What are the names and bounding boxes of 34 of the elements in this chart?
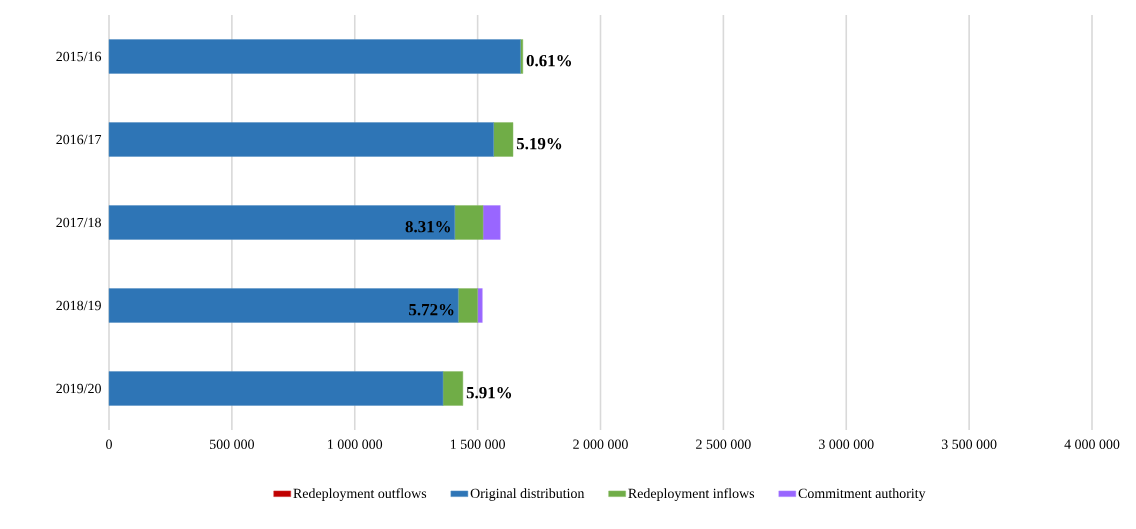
- bar: [482, 205, 501, 240]
- bar: [108, 205, 456, 240]
- bar: [108, 39, 521, 74]
- x-tick-label: 3 500 000: [941, 439, 997, 449]
- bar: [442, 371, 464, 406]
- annotation: 5.19%: [516, 137, 562, 150]
- annotation: 0.61%: [526, 54, 572, 67]
- x-tick-label: 0: [106, 439, 112, 449]
- legend-label: Redeployment outflows: [293, 488, 427, 501]
- bar: [454, 205, 484, 240]
- annotation: 8.31%: [405, 220, 450, 233]
- bar: [108, 288, 459, 323]
- bar: [477, 288, 483, 323]
- legend-label: Redeployment inflows: [628, 488, 755, 501]
- x-tick-label: 500 000: [210, 439, 254, 449]
- x-tick-label: 1 500 000: [450, 439, 505, 449]
- bar: [108, 371, 444, 406]
- y-tick-label: 2016/17: [56, 134, 102, 145]
- bar: [108, 122, 494, 157]
- x-tick-label: 2 000 000: [573, 439, 628, 449]
- y-tick-label: 2019/20: [56, 383, 101, 394]
- legend-label: Original distribution: [470, 488, 585, 501]
- annotation: 5.72%: [409, 303, 454, 316]
- bar: [457, 288, 478, 323]
- x-tick-label: 1 000 000: [328, 439, 383, 449]
- x-tick-label: 2 500 000: [696, 439, 751, 449]
- x-tick-label: 4 000 000: [1064, 439, 1120, 449]
- annotation: 5.91%: [466, 386, 512, 399]
- x-tick-label: 3 000 000: [819, 439, 874, 449]
- y-tick-label: 2015/16: [56, 51, 102, 62]
- legend-label: Commitment authority: [798, 488, 926, 501]
- bar: [493, 122, 514, 157]
- y-tick-label: 2018/19: [56, 300, 101, 311]
- y-tick-label: 2017/18: [56, 217, 101, 228]
